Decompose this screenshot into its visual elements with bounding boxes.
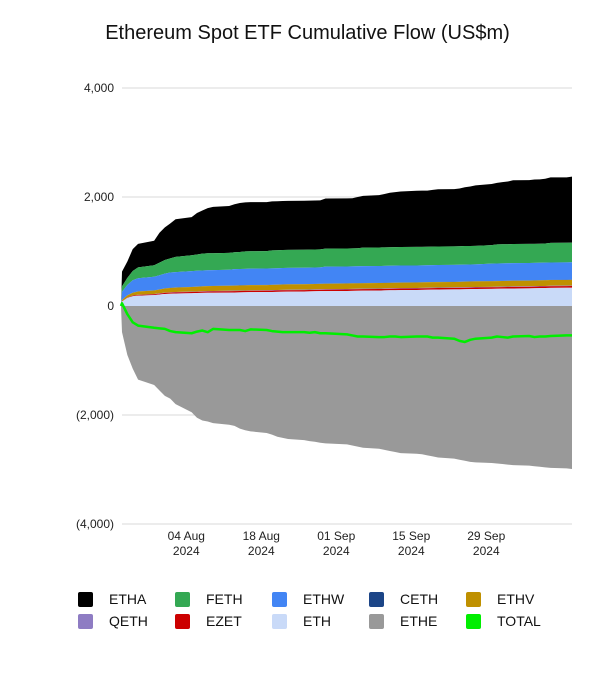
legend-swatch <box>78 591 93 607</box>
legend-label: FETH <box>206 591 243 607</box>
x-tick-label: 2024 <box>173 544 200 558</box>
legend-item-ceth: CETH <box>369 591 456 607</box>
area-ezet <box>121 286 572 306</box>
legend-label: QETH <box>109 613 148 629</box>
x-tick-label: 2024 <box>398 544 425 558</box>
x-tick-label: 2024 <box>248 544 275 558</box>
y-tick-label: (2,000) <box>76 408 114 422</box>
line-total <box>119 302 572 344</box>
legend-item-ethw: ETHW <box>272 591 359 607</box>
y-tick-label: (4,000) <box>76 517 114 531</box>
legend-item-ethe: ETHE <box>369 613 456 629</box>
y-tick-label: 4,000 <box>84 81 114 95</box>
total-line <box>119 302 572 344</box>
chart-legend: ETHA FETH ETHW CETH ETHV QETH EZET ETH ETHE TOTAL <box>78 588 558 632</box>
legend-item-eth: ETH <box>272 613 359 629</box>
area-ethv <box>121 279 572 306</box>
legend-label: EZET <box>206 613 242 629</box>
legend-swatch <box>272 613 287 629</box>
legend-label: CETH <box>400 591 439 607</box>
area-etha <box>121 176 572 306</box>
x-tick-label: 29 Sep <box>467 529 505 543</box>
y-tick-label: 2,000 <box>84 190 114 204</box>
legend-swatch <box>272 591 287 607</box>
legend-label: ETHV <box>497 591 535 607</box>
legend-label: ETHA <box>109 591 147 607</box>
x-tick-label: 15 Sep <box>392 529 430 543</box>
legend-item-ezet: EZET <box>175 613 262 629</box>
legend-swatch <box>369 613 384 629</box>
legend-item-ethv: ETHV <box>466 591 553 607</box>
legend-swatch <box>175 591 190 607</box>
x-tick-label: 2024 <box>323 544 350 558</box>
legend-label: ETH <box>303 613 331 629</box>
area-ethw <box>121 262 572 306</box>
legend-item-etha: ETHA <box>78 591 165 607</box>
x-tick-label: 18 Aug <box>243 529 280 543</box>
legend-swatch <box>369 591 384 607</box>
legend-item-feth: FETH <box>175 591 262 607</box>
chart-title: Ethereum Spot ETF Cumulative Flow (US$m) <box>105 22 510 44</box>
legend-swatch <box>466 613 481 629</box>
legend-swatch <box>78 613 93 629</box>
legend-label: ETHW <box>303 591 345 607</box>
legend-row: QETH EZET ETH ETHE TOTAL <box>78 610 558 632</box>
legend-label: TOTAL <box>497 613 541 629</box>
legend-item-total: TOTAL <box>466 613 553 629</box>
y-tick-label: 0 <box>107 299 114 313</box>
x-tick-label: 04 Aug <box>168 529 205 543</box>
legend-swatch <box>175 613 190 629</box>
area-eth <box>121 287 572 306</box>
legend-label: ETHE <box>400 613 438 629</box>
area-feth <box>121 242 572 306</box>
x-tick-label: 01 Sep <box>317 529 355 543</box>
legend-swatch <box>466 591 481 607</box>
stacked-areas <box>121 176 572 469</box>
x-tick-label: 2024 <box>473 544 500 558</box>
legend-row: ETHA FETH ETHW CETH ETHV <box>78 588 558 610</box>
legend-item-qeth: QETH <box>78 613 165 629</box>
area-ethe <box>121 306 572 469</box>
